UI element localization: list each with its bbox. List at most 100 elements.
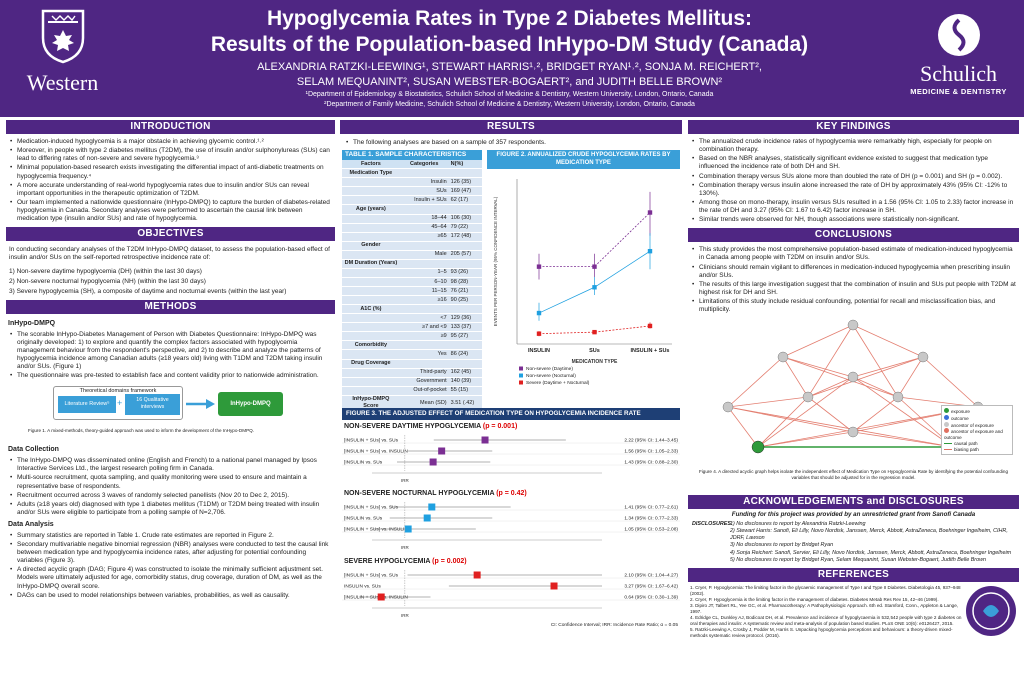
table-1-header-row: Factors Categories N(%) (342, 160, 482, 170)
fig2-legend-label: Non-severe (Nocturnal) (526, 373, 576, 379)
table-cell: Government (399, 377, 449, 387)
table-cell: 106 (30) (448, 214, 482, 224)
fig2-series-line (539, 212, 651, 268)
table-cell (399, 259, 449, 269)
ack-disclosure-lines: 1) No disclosures to report by Alexandri… (730, 521, 1015, 564)
table-cell: DM Duration (Years) (342, 259, 400, 269)
table-cell (342, 368, 400, 378)
reference-item: 2. Cryer, P. Hypoglycemia is the limitin… (690, 596, 939, 602)
fig3-point (377, 593, 385, 601)
table-cell: 45–64 (399, 223, 449, 233)
key-finding-bullet: Among those on mono-therapy, insulin ver… (690, 199, 1017, 215)
table-cell (399, 241, 449, 251)
objectives-body: In conducting secondary analyses of the … (6, 241, 335, 300)
fig3-point (473, 571, 481, 579)
fig2-point (536, 264, 542, 269)
fig1-literature-label: Literature Review⁵ (64, 401, 110, 408)
table-row: Gender (342, 241, 482, 251)
fig3-ci-label: 1.56 (95% CI: 1.05–2.33) (624, 448, 678, 454)
fig2-point (592, 264, 597, 269)
table-cell: ≥65 (399, 232, 449, 242)
table-cell (399, 304, 449, 315)
table-cell (342, 277, 400, 288)
table-cell (448, 259, 482, 269)
table-cell (342, 286, 400, 297)
legend-outcome: outcome (944, 414, 1010, 422)
table-row: Drug Coverage (342, 359, 482, 369)
table-row: Third-party 162 (45) (342, 368, 482, 378)
fig3-ci-label: 0.64 (95% CI: 0.30–1.39) (624, 594, 678, 600)
table-1-header-cell: Factors (342, 160, 400, 170)
table-cell: 6–10 (399, 277, 449, 288)
fig1-interviews-box: 16 Qualitative interviews (125, 394, 180, 416)
figure-2-chart: EVENTS PER PERSON-YEAR (95% CONFIDENCE I… (493, 179, 672, 386)
intro-heading: INTRODUCTION (6, 120, 335, 134)
fig3-row-label: [INSULIN + SUs] vs. SUs (344, 572, 399, 578)
title-line-2: Results of the Population-based InHypo-D… (210, 33, 809, 56)
fig3-ci-label: 2.10 (95% CI: 1.04–4.27) (624, 572, 678, 578)
table-cell (448, 241, 482, 251)
fig3-row-label: [INSULIN + SUs] vs. INSULIN (344, 527, 408, 533)
schulich-wordmark: Schulich (920, 60, 997, 86)
table-cell (399, 340, 449, 351)
table-cell: Male (399, 250, 449, 260)
fig3-forest-plot: [INSULIN + SUs] vs. SUs 1.41 (95% CI: 0.7… (342, 502, 680, 550)
fig3-point (404, 525, 412, 533)
ack-heading: ACKNOWLEDGEMENTS and DISCLOSURES (688, 495, 1019, 510)
fig3-point (438, 447, 446, 455)
conclusions-heading: CONCLUSIONS (688, 228, 1019, 243)
table-cell (342, 232, 400, 242)
table-cell: Insulin (399, 177, 449, 188)
ack-disclosures: DISCLOSURES: 1) No disclosures to report… (692, 521, 1015, 564)
table-cell (342, 250, 400, 260)
methods-body: InHypo-DMPQ The scorable InHypo-Diabetes… (6, 314, 335, 603)
table-cell: Mean (SD) (399, 395, 449, 412)
methods-heading: METHODS (6, 299, 335, 314)
fig2-point (592, 329, 597, 335)
table-cell: 90 (25) (448, 295, 482, 306)
dag-diagram (722, 320, 984, 454)
table-row: <7 129 (36) (342, 313, 482, 324)
dag-exposure-node (751, 441, 765, 454)
table-cell (448, 168, 482, 179)
affiliations: ¹Department of Epidemiology & Biostatist… (125, 90, 894, 110)
figure-3-caption: FIGURE 3. THE ADJUSTED EFFECT OF MEDICAT… (342, 408, 680, 420)
right-column: KEY FINDINGS The annualized crude incide… (688, 120, 1019, 682)
table-1-grid: Factors Categories N(%) Medication Type Insu… (342, 160, 482, 412)
table-row: Age (years) (342, 204, 482, 215)
fig2-point (536, 310, 542, 316)
authors: ALEXANDRIA RATZKI-LEEWING¹, STEWART HARR… (125, 60, 894, 90)
table-cell (342, 195, 400, 206)
fig3-row-label: [INSULIN + SUs] vs. SUs (344, 505, 399, 511)
table-cell: 205 (57) (448, 250, 482, 260)
table-cell: Insulin + SUs (399, 195, 449, 206)
table-cell: 98 (28) (448, 277, 482, 288)
figure-3-panels: NON-SEVERE DAYTIME HYPOGLYCEMIA (p = 0.0… (342, 423, 680, 623)
legend-ancestor-exposure: ancestor of exposure (944, 421, 1010, 429)
table-cell: Gender (342, 241, 400, 251)
fig1-interviews-label: 16 Qualitative interviews (136, 397, 169, 411)
table-row: Male 205 (57) (342, 250, 482, 260)
title-line-1: Hypoglycemia Rates in Type 2 Diabetes Me… (266, 7, 753, 30)
fig3-point (550, 582, 558, 590)
methods-bullet: The questionnaire was pre-tested to esta… (8, 372, 333, 380)
fig3-row-label: [INSULIN + SUs] vs. INSULIN (344, 448, 408, 454)
fig2-legend-swatch (519, 380, 523, 385)
schulich-mark-icon (937, 14, 980, 56)
table-row: 45–64 79 (22) (342, 223, 482, 233)
middle-column: RESULTS The following analyses are based… (340, 120, 682, 682)
fig3-panel-pvalue: (p = 0.42) (496, 490, 527, 498)
table-row: Comorbidity (342, 340, 482, 351)
table-cell (342, 313, 400, 324)
ack-line: 4) Sonja Reichert: Sanofi, Servier, Eli … (730, 549, 1012, 556)
fig3-forest-plot: [INSULIN + SUs] vs. SUs 2.10 (95% CI: 1.0… (342, 569, 680, 618)
table-cell: 18–44 (399, 214, 449, 224)
schulich-logo: Schulich MEDICINE & DENTISTRY (901, 12, 1016, 107)
fig1-framework-label: Theoretical domains framework (79, 388, 157, 395)
fig2-x-label: MEDICATION TYPE (572, 359, 618, 365)
fig1-arrow-icon (186, 399, 215, 410)
table-row: ≥65 172 (48) (342, 232, 482, 242)
fig2-x-tick: INSULIN + SUs (631, 348, 670, 354)
ack-body: Funding for this project was provided by… (688, 509, 1019, 566)
table-cell: 129 (36) (448, 313, 482, 324)
